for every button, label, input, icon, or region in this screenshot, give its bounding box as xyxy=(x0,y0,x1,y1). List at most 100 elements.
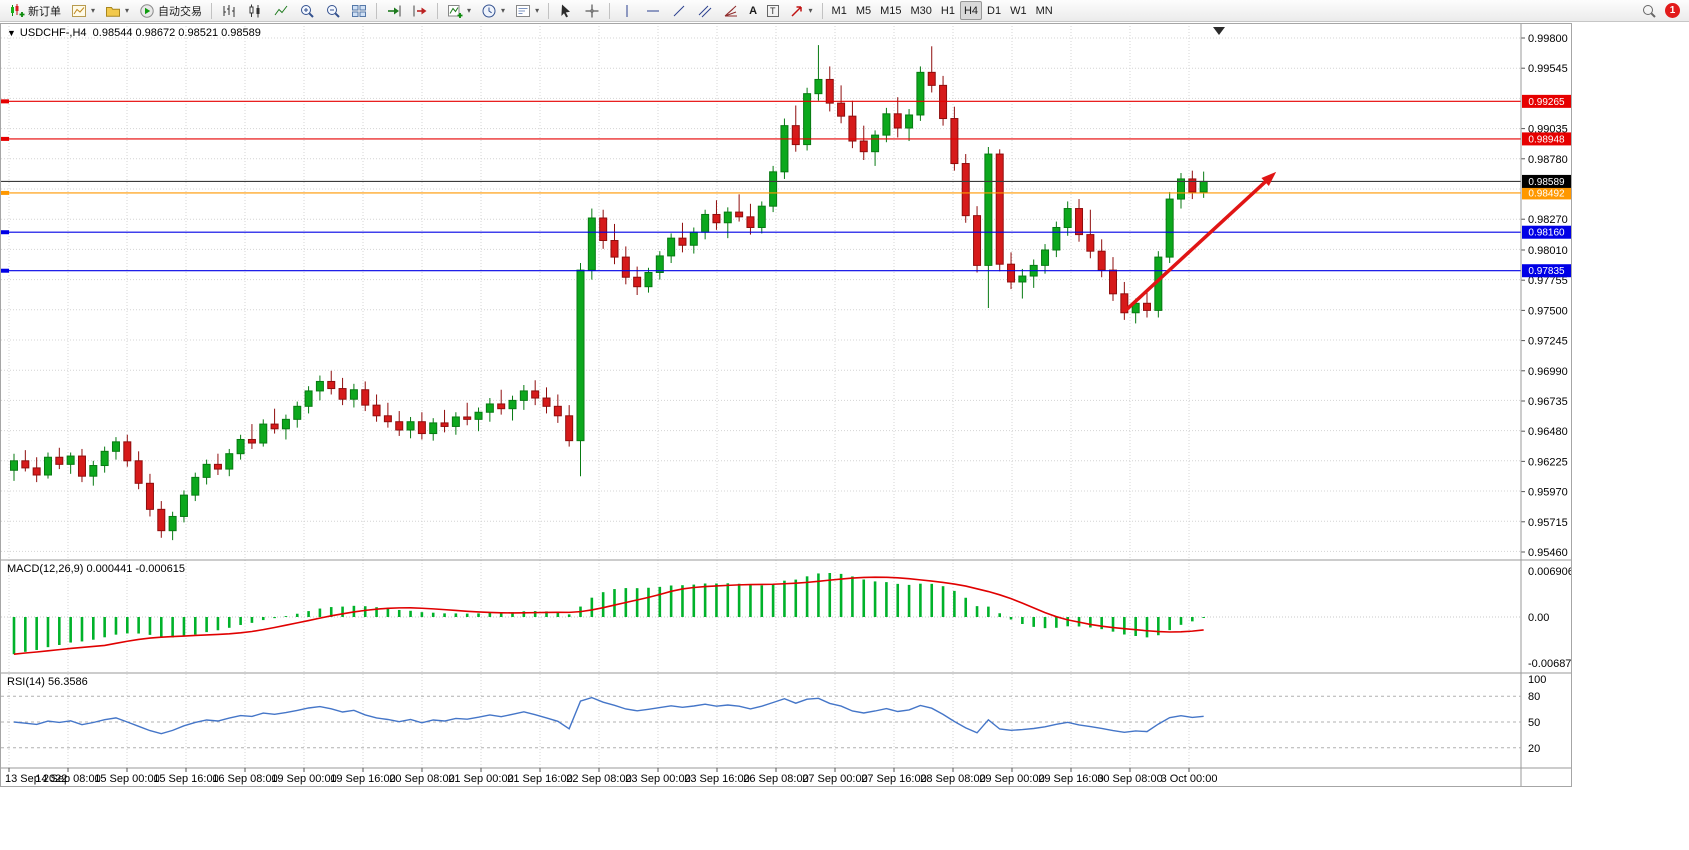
timeframe-button-w1[interactable]: W1 xyxy=(1006,1,1031,20)
candle xyxy=(1188,170,1197,200)
vertical-line-button[interactable] xyxy=(615,1,639,20)
candle xyxy=(587,208,596,280)
chart-canvas[interactable]: 0.998000.995450.990350.987800.982700.980… xyxy=(1,24,1571,786)
candle xyxy=(961,154,970,223)
candle xyxy=(213,453,222,476)
candle xyxy=(157,501,166,538)
candle xyxy=(406,416,415,439)
price-axis: 0.998000.995450.990350.987800.982700.980… xyxy=(1521,33,1568,559)
autotrading-icon xyxy=(139,3,155,19)
time-axis-label: 3 Oct 00:00 xyxy=(1161,773,1218,785)
timeframe-button-h4[interactable]: H4 xyxy=(959,1,983,20)
timeframe-button-d1[interactable]: D1 xyxy=(983,1,1005,20)
price-axis-label: 0.97500 xyxy=(1528,305,1568,317)
arrow-tool-icon xyxy=(789,3,805,19)
candle xyxy=(395,411,404,436)
candle xyxy=(655,251,664,280)
macd-axis-label: -0.006874 xyxy=(1528,658,1571,670)
autotrading-button[interactable]: 自动交易 xyxy=(135,1,206,20)
templates-button[interactable]: ▾ xyxy=(511,1,543,20)
rsi-axis-label: 20 xyxy=(1528,743,1540,755)
zoom-in-button[interactable] xyxy=(295,1,319,20)
timeframe-button-m5[interactable]: M5 xyxy=(852,1,875,20)
macd-axis-label: 0.00 xyxy=(1528,612,1549,624)
arrows-tool-button[interactable]: ▾ xyxy=(785,1,817,20)
horizontal-price-line[interactable]: 0.98160 xyxy=(1,225,1571,239)
horizontal-price-line[interactable]: 0.98948 xyxy=(1,132,1571,146)
price-tag xyxy=(1522,264,1571,278)
candle xyxy=(678,222,687,253)
auto-scroll-button[interactable] xyxy=(382,1,406,20)
horizontal-price-line[interactable]: 0.98492 xyxy=(1,186,1571,200)
candle xyxy=(236,434,245,460)
fibonacci-button[interactable] xyxy=(719,1,743,20)
new-chart-button[interactable]: ▾ xyxy=(67,1,99,20)
candle xyxy=(497,389,506,415)
horizontal-line-button[interactable] xyxy=(641,1,665,20)
horizontal-price-line[interactable]: 0.97835 xyxy=(1,264,1571,278)
equidistant-channel-icon xyxy=(697,3,713,19)
candle xyxy=(315,375,324,401)
dropdown-caret: ▾ xyxy=(125,6,130,15)
candle xyxy=(247,424,256,449)
profiles-button[interactable]: ▾ xyxy=(101,1,133,20)
candlestick-chart-button[interactable] xyxy=(243,1,267,20)
candle xyxy=(259,419,268,447)
timeframe-button-m30[interactable]: M30 xyxy=(907,1,936,20)
candle xyxy=(10,453,18,481)
price-axis-label: 0.95460 xyxy=(1528,547,1568,559)
candle xyxy=(576,263,585,477)
toolbar-separator xyxy=(821,2,823,19)
equidistant-channel-button[interactable] xyxy=(693,1,717,20)
templates-icon xyxy=(515,3,531,19)
chart-shift-button[interactable] xyxy=(408,1,432,20)
horizontal-price-line[interactable]: 0.99265 xyxy=(1,94,1571,108)
time-axis-label: 13 Sep 2022 xyxy=(5,773,67,785)
trend-arrow[interactable] xyxy=(1123,171,1277,313)
new-order-button[interactable]: 新订单 xyxy=(5,1,65,20)
candle xyxy=(89,460,98,486)
label-tool-button[interactable]: T xyxy=(763,1,783,20)
crosshair-button[interactable] xyxy=(580,1,604,20)
candle xyxy=(621,246,630,285)
bar-chart-button[interactable] xyxy=(217,1,241,20)
rsi-axis-label: 50 xyxy=(1528,717,1540,729)
candle xyxy=(123,434,132,467)
periods-button[interactable]: ▾ xyxy=(477,1,509,20)
cursor-button[interactable] xyxy=(554,1,578,20)
one-click-trading-toggle[interactable]: ▼ xyxy=(7,28,16,38)
trendline-button[interactable] xyxy=(667,1,691,20)
time-axis-label: 20 Sep 08:00 xyxy=(389,773,454,785)
candle xyxy=(723,207,732,239)
search-button[interactable] xyxy=(1637,1,1661,20)
indicators-button[interactable]: ▾ xyxy=(443,1,475,20)
candle xyxy=(225,448,234,477)
tile-windows-button[interactable] xyxy=(347,1,371,20)
timeframe-button-m1[interactable]: M1 xyxy=(828,1,851,20)
candle xyxy=(984,146,993,309)
candle xyxy=(191,472,200,502)
dropdown-caret: ▾ xyxy=(467,6,472,15)
line-chart-button[interactable] xyxy=(269,1,293,20)
zoom-out-button[interactable] xyxy=(321,1,345,20)
text-tool-button[interactable]: A xyxy=(745,1,761,20)
candle xyxy=(859,125,868,160)
time-axis-label: 16 Sep 08:00 xyxy=(212,773,277,785)
candle xyxy=(55,447,64,470)
candle xyxy=(871,130,880,166)
timeframe-button-mn[interactable]: MN xyxy=(1032,1,1057,20)
candle xyxy=(644,267,653,293)
line-left-marker xyxy=(1,136,9,141)
candle xyxy=(599,209,608,249)
chart-shift-marker[interactable] xyxy=(1213,27,1225,35)
rsi-indicator-label: RSI(14) 56.3586 xyxy=(7,676,88,688)
notification-badge[interactable]: 1 xyxy=(1665,3,1680,18)
time-axis-label: 19 Sep 16:00 xyxy=(330,773,395,785)
price-tag-label: 0.98492 xyxy=(1528,188,1565,199)
candle xyxy=(791,105,800,152)
timeframe-button-h1[interactable]: H1 xyxy=(937,1,959,20)
text-tool-label: A xyxy=(749,4,758,17)
timeframe-button-m15[interactable]: M15 xyxy=(876,1,905,20)
candle xyxy=(440,409,449,433)
price-axis-label: 0.96735 xyxy=(1528,396,1568,408)
